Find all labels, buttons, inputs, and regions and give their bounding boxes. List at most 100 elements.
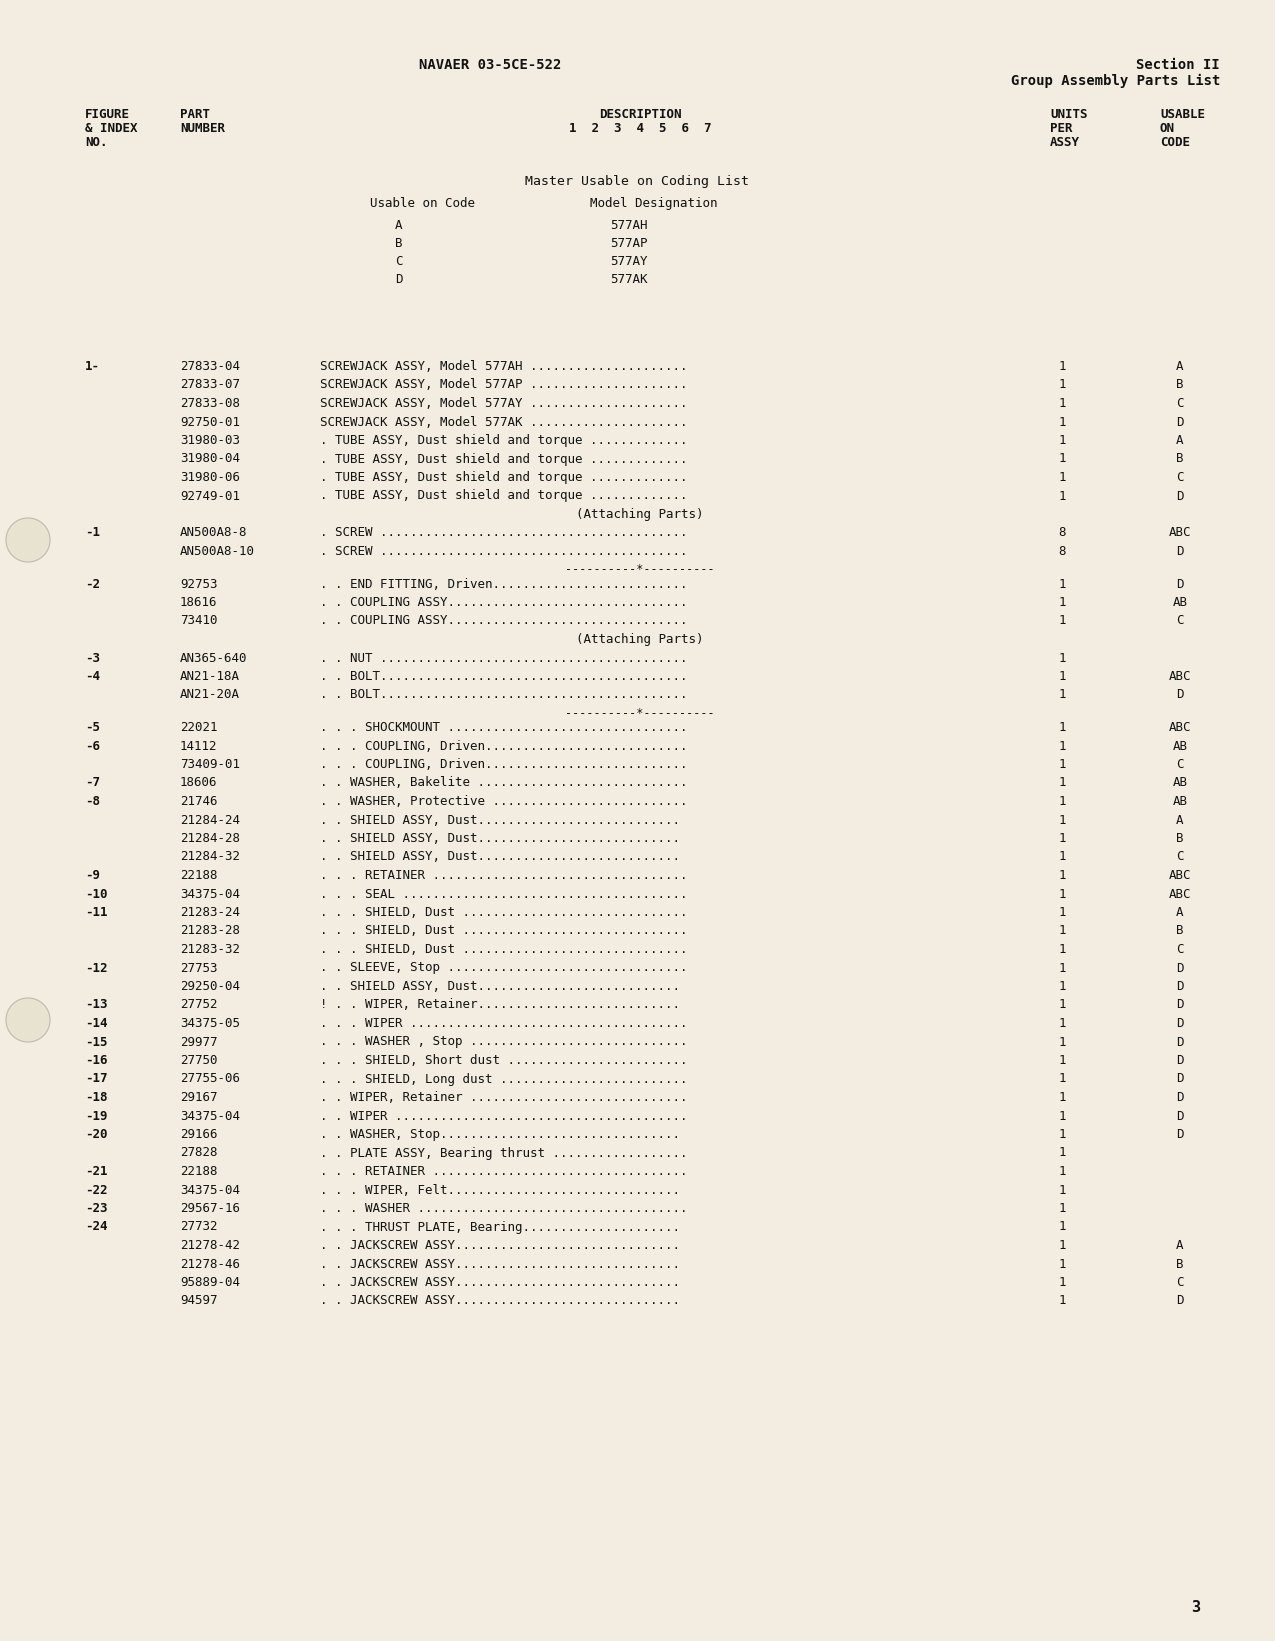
Text: -24: -24: [85, 1221, 107, 1234]
Text: Master Usable on Coding List: Master Usable on Coding List: [525, 176, 748, 189]
Text: C: C: [1177, 614, 1183, 627]
Text: -18: -18: [85, 1091, 107, 1104]
Text: B: B: [1177, 379, 1183, 392]
Text: A: A: [395, 218, 403, 231]
Text: C: C: [1177, 1277, 1183, 1288]
Text: 21746: 21746: [180, 794, 218, 807]
Text: DESCRIPTION: DESCRIPTION: [599, 108, 681, 121]
Text: 1: 1: [1058, 614, 1066, 627]
Text: . TUBE ASSY, Dust shield and torque .............: . TUBE ASSY, Dust shield and torque ....…: [320, 453, 687, 466]
Text: . . WIPER .......................................: . . WIPER ..............................…: [320, 1109, 687, 1122]
Text: 21283-24: 21283-24: [180, 906, 240, 919]
Text: 14112: 14112: [180, 740, 218, 753]
Text: AN21-20A: AN21-20A: [180, 689, 240, 701]
Text: 22188: 22188: [180, 1165, 218, 1178]
Text: 27753: 27753: [180, 962, 218, 975]
Text: D: D: [1177, 415, 1183, 428]
Text: 31980-03: 31980-03: [180, 433, 240, 446]
Text: ABC: ABC: [1169, 720, 1191, 734]
Text: 27828: 27828: [180, 1147, 218, 1160]
Text: B: B: [1177, 1257, 1183, 1270]
Text: NO.: NO.: [85, 136, 107, 149]
Text: 21284-32: 21284-32: [180, 850, 240, 863]
Text: . . SHIELD ASSY, Dust...........................: . . SHIELD ASSY, Dust...................…: [320, 814, 680, 827]
Text: 1: 1: [1058, 888, 1066, 901]
Text: -1: -1: [85, 527, 99, 540]
Text: C: C: [1177, 758, 1183, 771]
Text: 1: 1: [1058, 689, 1066, 701]
Text: ABC: ABC: [1169, 527, 1191, 540]
Text: NUMBER: NUMBER: [180, 121, 224, 135]
Text: . . . COUPLING, Driven...........................: . . . COUPLING, Driven..................…: [320, 740, 687, 753]
Text: B: B: [1177, 832, 1183, 845]
Text: . . . SHOCKMOUNT ................................: . . . SHOCKMOUNT .......................…: [320, 720, 687, 734]
Text: D: D: [1177, 578, 1183, 591]
Text: SCREWJACK ASSY, Model 577AK .....................: SCREWJACK ASSY, Model 577AK ............…: [320, 415, 687, 428]
Text: D: D: [1177, 980, 1183, 993]
Text: . . BOLT.........................................: . . BOLT................................…: [320, 670, 687, 683]
Text: . . COUPLING ASSY................................: . . COUPLING ASSY.......................…: [320, 596, 687, 609]
Text: -21: -21: [85, 1165, 107, 1178]
Text: . . . WIPER .....................................: . . . WIPER ............................…: [320, 1017, 687, 1031]
Text: . SCREW .........................................: . SCREW ................................…: [320, 545, 687, 558]
Text: 577AK: 577AK: [609, 272, 648, 286]
Text: . . . SHIELD, Long dust .........................: . . . SHIELD, Long dust ................…: [320, 1073, 687, 1085]
Text: 3: 3: [1191, 1600, 1200, 1615]
Text: . . SHIELD ASSY, Dust...........................: . . SHIELD ASSY, Dust...................…: [320, 980, 680, 993]
Text: 577AP: 577AP: [609, 236, 648, 249]
Text: C: C: [1177, 850, 1183, 863]
Text: . . JACKSCREW ASSY..............................: . . JACKSCREW ASSY......................…: [320, 1295, 680, 1308]
Text: B: B: [1177, 924, 1183, 937]
Text: 1: 1: [1058, 453, 1066, 466]
Text: . . . RETAINER ..................................: . . . RETAINER .........................…: [320, 870, 687, 881]
Text: -4: -4: [85, 670, 99, 683]
Text: (Attaching Parts): (Attaching Parts): [576, 509, 704, 520]
Text: 1: 1: [1058, 1221, 1066, 1234]
Text: . . JACKSCREW ASSY..............................: . . JACKSCREW ASSY......................…: [320, 1239, 680, 1252]
Text: 1: 1: [1058, 670, 1066, 683]
Text: -23: -23: [85, 1201, 107, 1214]
Text: A: A: [1177, 814, 1183, 827]
Text: -11: -11: [85, 906, 107, 919]
Text: 21284-28: 21284-28: [180, 832, 240, 845]
Text: . . . WASHER ....................................: . . . WASHER ...........................…: [320, 1201, 687, 1214]
Text: 1: 1: [1058, 1035, 1066, 1049]
Text: B: B: [395, 236, 403, 249]
Text: -8: -8: [85, 794, 99, 807]
Text: . . WASHER, Stop................................: . . WASHER, Stop........................…: [320, 1127, 680, 1140]
Text: 29167: 29167: [180, 1091, 218, 1104]
Text: . . WIPER, Retainer .............................: . . WIPER, Retainer ....................…: [320, 1091, 687, 1104]
Text: -13: -13: [85, 998, 107, 1011]
Text: -9: -9: [85, 870, 99, 881]
Text: -20: -20: [85, 1127, 107, 1140]
Text: D: D: [1177, 689, 1183, 701]
Text: AN500A8-8: AN500A8-8: [180, 527, 247, 540]
Text: 1: 1: [1058, 814, 1066, 827]
Text: . . . WASHER , Stop .............................: . . . WASHER , Stop ....................…: [320, 1035, 687, 1049]
Text: 1: 1: [1058, 944, 1066, 957]
Text: 8: 8: [1058, 545, 1066, 558]
Text: 1: 1: [1058, 1073, 1066, 1085]
Text: . . . THRUST PLATE, Bearing.....................: . . . THRUST PLATE, Bearing.............…: [320, 1221, 680, 1234]
Text: . . SHIELD ASSY, Dust...........................: . . SHIELD ASSY, Dust...................…: [320, 850, 680, 863]
Text: . SCREW .........................................: . SCREW ................................…: [320, 527, 687, 540]
Text: Model Designation: Model Designation: [590, 197, 718, 210]
Text: 21278-46: 21278-46: [180, 1257, 240, 1270]
Text: ABC: ABC: [1169, 670, 1191, 683]
Text: ----------*----------: ----------*----------: [565, 707, 715, 720]
Text: . . SLEEVE, Stop ................................: . . SLEEVE, Stop .......................…: [320, 962, 687, 975]
Text: 1: 1: [1058, 776, 1066, 789]
Text: 92749-01: 92749-01: [180, 489, 240, 502]
Text: 29166: 29166: [180, 1127, 218, 1140]
Text: 1: 1: [1058, 578, 1066, 591]
Text: . . WASHER, Bakelite ............................: . . WASHER, Bakelite ...................…: [320, 776, 687, 789]
Text: . . . SHIELD, Dust ..............................: . . . SHIELD, Dust .....................…: [320, 906, 687, 919]
Text: AB: AB: [1173, 776, 1187, 789]
Text: 1: 1: [1058, 1091, 1066, 1104]
Text: AN500A8-10: AN500A8-10: [180, 545, 255, 558]
Text: 1: 1: [1058, 832, 1066, 845]
Text: D: D: [1177, 998, 1183, 1011]
Text: D: D: [1177, 1295, 1183, 1308]
Text: 1: 1: [1058, 433, 1066, 446]
Text: & INDEX: & INDEX: [85, 121, 138, 135]
